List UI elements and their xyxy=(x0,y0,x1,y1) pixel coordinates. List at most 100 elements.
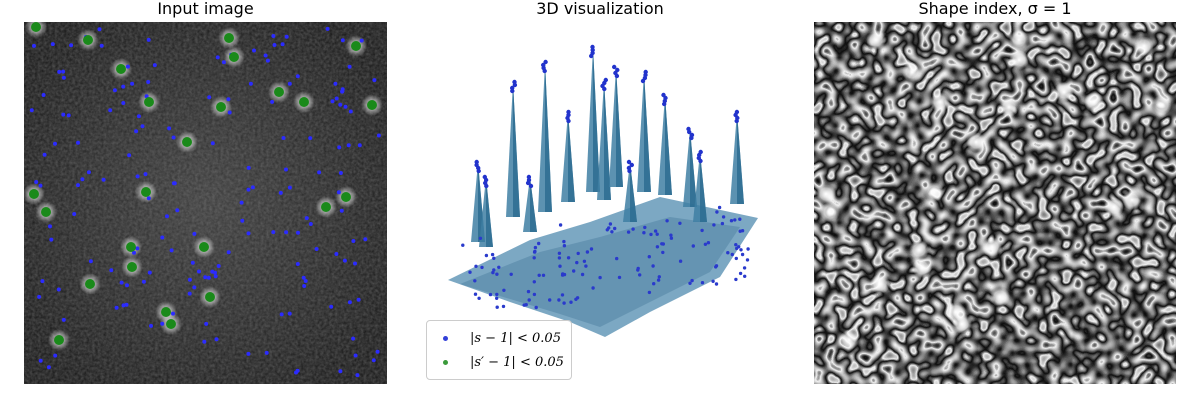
blue-marker xyxy=(108,108,113,113)
blue-marker xyxy=(351,239,356,243)
blue-marker xyxy=(325,26,330,31)
blue-marker xyxy=(114,305,119,310)
shape-bright-spot xyxy=(1134,36,1154,56)
surface-marker xyxy=(647,290,652,295)
blue-marker xyxy=(340,89,345,94)
blue-marker xyxy=(296,230,300,235)
blue-marker xyxy=(61,317,66,322)
surface-marker xyxy=(643,225,647,230)
surface-marker xyxy=(495,272,499,276)
surface-marker xyxy=(737,245,741,249)
surface-marker xyxy=(572,269,576,273)
green-marker xyxy=(321,202,331,212)
surface-marker xyxy=(661,250,665,255)
blue-marker xyxy=(338,102,343,107)
green-marker xyxy=(367,100,377,110)
blue-marker xyxy=(284,34,289,39)
surface-marker xyxy=(649,232,653,237)
surface-marker xyxy=(537,273,541,277)
surface-marker xyxy=(473,292,478,296)
surface-peak-shadow xyxy=(568,112,575,202)
blue-marker xyxy=(226,97,231,102)
green-marker xyxy=(41,207,51,217)
blue-marker xyxy=(240,218,245,223)
shape-bright-spot xyxy=(952,314,972,334)
peak-marker xyxy=(528,183,534,189)
surface-marker xyxy=(557,256,562,260)
green-marker xyxy=(299,97,309,107)
blue-marker xyxy=(203,275,208,280)
surface-marker xyxy=(491,270,495,275)
blue-marker xyxy=(334,252,339,256)
blue-marker xyxy=(53,141,57,146)
surface-peak-shadow xyxy=(700,152,707,222)
surface-marker xyxy=(580,272,585,277)
blue-marker xyxy=(248,81,253,86)
blue-marker xyxy=(339,208,344,213)
blue-marker xyxy=(357,143,362,148)
blue-marker xyxy=(213,274,218,279)
legend: |s − 1| < 0.05 |s′ − 1| < 0.05 xyxy=(426,320,572,380)
shape-bright-spot xyxy=(1084,92,1104,112)
blue-marker xyxy=(207,95,212,100)
peak-marker xyxy=(662,101,667,107)
shape-bright-spot xyxy=(1152,95,1172,115)
peak-marker xyxy=(484,183,489,189)
shape-bright-spot xyxy=(1009,50,1029,70)
surface-peak-shadow xyxy=(513,82,520,217)
surface-marker xyxy=(617,275,622,280)
input-image xyxy=(24,22,387,384)
surface-marker xyxy=(743,274,747,278)
peak-marker xyxy=(640,78,646,84)
blue-marker xyxy=(343,104,348,109)
blue-marker xyxy=(302,284,307,288)
surface-marker xyxy=(576,251,580,256)
peak-marker xyxy=(626,159,632,165)
blue-marker xyxy=(134,129,139,134)
legend-marker-green xyxy=(443,359,448,365)
green-marker xyxy=(31,22,41,32)
blue-marker xyxy=(34,180,39,184)
blue-marker xyxy=(206,275,211,280)
blue-marker xyxy=(359,38,364,43)
surface-marker xyxy=(678,221,682,225)
blue-marker xyxy=(61,69,66,74)
blue-marker xyxy=(42,152,47,157)
surface-marker xyxy=(615,256,619,261)
peak-marker xyxy=(627,168,632,174)
surface-marker xyxy=(532,250,537,254)
green-marker xyxy=(161,307,171,317)
shape-index-panel xyxy=(814,22,1176,384)
blue-marker xyxy=(152,63,157,68)
blue-marker xyxy=(308,136,313,141)
surface-marker xyxy=(527,298,531,302)
surface-marker xyxy=(495,296,499,300)
surface-marker xyxy=(690,278,694,283)
blue-marker xyxy=(246,231,251,236)
green-marker xyxy=(166,319,176,329)
legend-label-s: |s − 1| < 0.05 xyxy=(470,330,561,346)
peak-marker xyxy=(525,180,531,186)
shape-bright-spot xyxy=(990,287,1010,307)
blue-marker xyxy=(97,27,102,32)
blue-marker xyxy=(284,230,289,235)
surface-marker xyxy=(721,215,726,219)
blue-marker xyxy=(252,48,256,53)
surface-marker xyxy=(738,217,742,221)
surface-marker xyxy=(638,273,642,277)
surface-marker xyxy=(477,296,481,300)
shape-bright-spot xyxy=(870,274,890,294)
surface-marker xyxy=(711,279,715,283)
blue-marker xyxy=(192,231,197,236)
blue-marker xyxy=(187,291,192,296)
shape-bright-spot xyxy=(912,258,932,278)
blue-marker xyxy=(246,165,251,170)
blue-marker xyxy=(61,112,66,117)
blue-marker xyxy=(121,101,126,105)
blue-marker xyxy=(356,297,361,302)
peak-marker xyxy=(687,129,692,135)
blue-marker xyxy=(353,261,357,266)
blue-marker xyxy=(338,369,343,374)
blue-marker xyxy=(204,321,209,326)
surface-marker xyxy=(739,248,743,252)
